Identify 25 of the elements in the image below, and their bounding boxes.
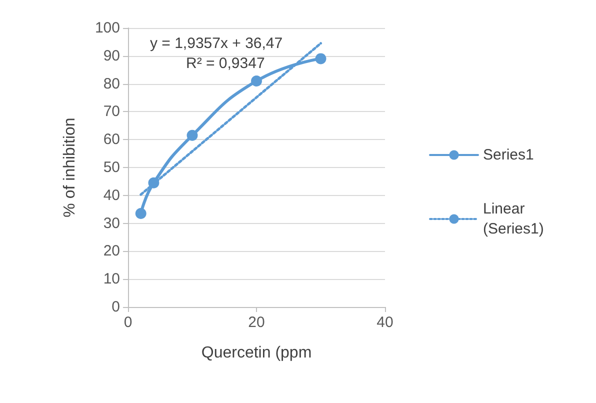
point xyxy=(186,130,198,141)
point xyxy=(148,177,160,188)
y-tick-label: 100 xyxy=(94,20,120,36)
y-tick-label: 20 xyxy=(103,242,120,260)
x-tick-label: 0 xyxy=(124,314,132,331)
y-tick-label: 30 xyxy=(103,214,120,232)
legend-label: Linear (Series1) xyxy=(483,200,544,238)
y-axis-title: % of inhibition xyxy=(62,118,78,218)
y-tick-label: 40 xyxy=(103,186,120,204)
y-tick-label: 90 xyxy=(103,47,120,64)
point xyxy=(135,208,146,220)
x-tick-label: 20 xyxy=(248,314,265,331)
y-tick-label: 80 xyxy=(103,75,120,92)
y-tick-label: 60 xyxy=(103,131,120,148)
x-axis-title: Quercetin (ppm xyxy=(201,344,312,362)
y-tick-label: 50 xyxy=(103,159,120,176)
legend-label: Series1 xyxy=(483,146,534,164)
point xyxy=(315,53,326,64)
annotation: y = 1,9357x + 36,47 xyxy=(150,35,283,52)
y-tick-label: 10 xyxy=(103,270,120,288)
annotation: R² = 0,9347 xyxy=(186,55,265,72)
point xyxy=(251,76,262,87)
x-tick-label: 40 xyxy=(376,314,394,331)
y-tick-label: 0 xyxy=(112,298,120,316)
y-tick-label: 70 xyxy=(103,103,120,120)
